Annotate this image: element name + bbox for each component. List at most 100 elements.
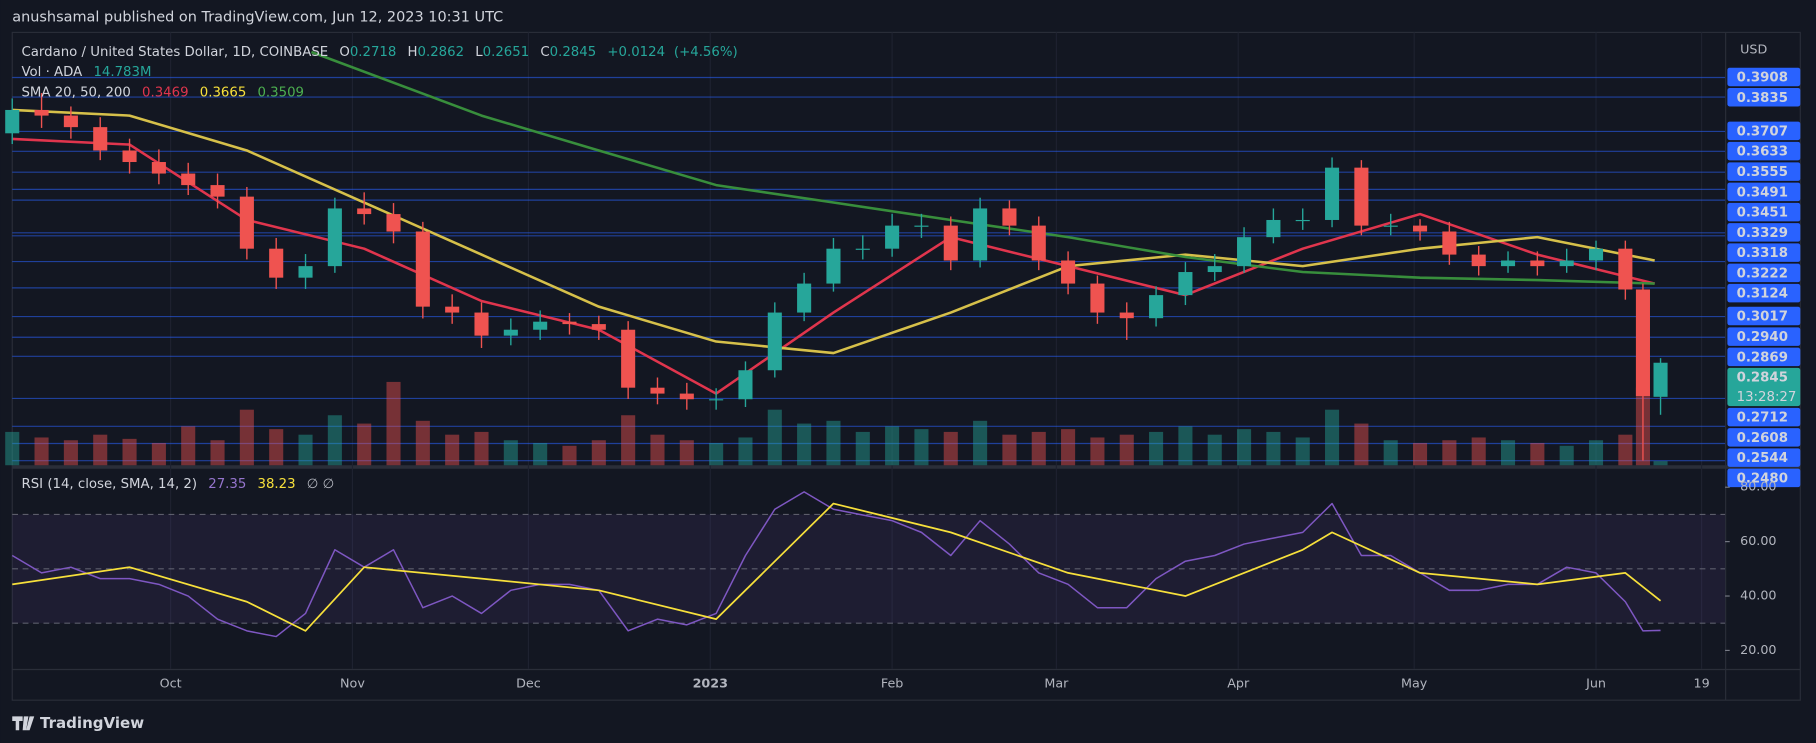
price-level-label: 0.3124	[1737, 287, 1788, 302]
candle-body	[562, 321, 577, 325]
price-level-box	[1727, 87, 1801, 107]
candle-body	[826, 248, 841, 284]
candle-body	[1653, 362, 1668, 397]
price-level-label: 0.2608	[1737, 431, 1788, 446]
candle-body	[239, 196, 254, 249]
volume-bar	[1442, 440, 1457, 466]
price-level-label: 0.3555	[1737, 165, 1788, 180]
candle-body	[1559, 260, 1574, 267]
x-tick-label: May	[1401, 676, 1428, 691]
candle-body	[709, 399, 724, 401]
volume-bar	[767, 409, 782, 466]
x-tick-label: Apr	[1227, 676, 1250, 691]
volume-bar	[386, 381, 401, 466]
sma-200-value: 0.3509	[257, 86, 304, 101]
candle-body	[93, 127, 108, 151]
candle-body	[5, 109, 20, 134]
countdown-label: 13:28:27	[1737, 390, 1797, 405]
volume-bar	[1237, 429, 1252, 466]
candle-body	[474, 312, 489, 336]
volume-bar	[1207, 434, 1222, 466]
brand-name: TradingView	[40, 714, 144, 732]
candle-body	[298, 266, 313, 278]
candle-body	[503, 329, 518, 336]
y-tick-label: 20.00	[1740, 643, 1776, 658]
candle-body	[210, 185, 225, 197]
volume-bar	[914, 429, 929, 466]
volume-bar	[738, 437, 753, 466]
candle-body	[1295, 219, 1310, 222]
volume-bar	[973, 420, 988, 466]
candle-body	[1383, 225, 1398, 227]
publisher-line: anushsamal published on TradingView.com,…	[12, 9, 503, 25]
volume-bar	[239, 409, 254, 466]
sma-legend: SMA 20, 50, 200 0.3469 0.3665 0.3509	[21, 86, 304, 101]
sma-title: SMA 20, 50, 200	[21, 86, 130, 101]
marks-layer	[5, 50, 1668, 638]
candle-body	[415, 231, 430, 307]
candle-body	[1031, 225, 1046, 261]
price-level-label: 0.3318	[1737, 246, 1788, 261]
candle-body	[767, 312, 782, 371]
price-level-box	[1727, 141, 1801, 161]
candle-body	[650, 387, 665, 394]
x-tick-label: 19	[1694, 676, 1710, 691]
volume-bar	[357, 423, 372, 466]
candle-body	[914, 225, 929, 227]
close-value: 0.2845	[550, 45, 597, 60]
candle-body	[1325, 167, 1340, 220]
volume-bar	[1588, 440, 1604, 466]
price-level-label: 0.2869	[1737, 350, 1788, 365]
x-tick-label: Jun	[1585, 676, 1606, 691]
volume-bar	[1383, 440, 1398, 466]
high-key: H	[408, 45, 418, 60]
candle-body	[1618, 248, 1633, 290]
price-level-label: 0.3835	[1737, 91, 1788, 106]
volume-bar	[34, 437, 49, 466]
grid-layer	[12, 32, 1726, 669]
axis-layer: Oct Nov Dec 2023 Feb Mar Apr May Jun 19 0.3908 0.38…	[160, 67, 1801, 691]
price-level-label: 0.2544	[1737, 451, 1788, 466]
volume-bar	[943, 431, 958, 466]
y-tick-label: 80.00	[1740, 480, 1776, 495]
rsi-sma-value: 38.23	[258, 477, 296, 492]
volume-bar	[1266, 431, 1281, 466]
volume-bar	[1090, 437, 1105, 466]
volume-bar	[1653, 461, 1668, 466]
x-tick-label: 2023	[693, 676, 728, 691]
open-value: 0.2718	[350, 45, 397, 60]
volume-bar	[151, 443, 166, 466]
x-tick-label: Dec	[516, 676, 541, 691]
price-level-box	[1727, 182, 1801, 202]
price-level-box	[1727, 448, 1801, 467]
x-tick-label: Mar	[1044, 676, 1069, 691]
high-value: 0.2862	[418, 45, 465, 60]
candle-body	[327, 208, 342, 267]
rsi-line	[11, 491, 1661, 638]
candle-body	[386, 214, 401, 232]
candle-body	[943, 225, 958, 261]
volume-bar	[1618, 434, 1633, 466]
volume-title: Vol · ADA	[21, 65, 82, 80]
volume-bar	[298, 434, 313, 466]
volume-bar	[269, 429, 284, 466]
volume-bar	[445, 434, 460, 466]
sma-50-value: 0.3665	[200, 86, 247, 101]
price-level-label: 0.3222	[1737, 266, 1788, 281]
candle-body	[63, 115, 78, 128]
volume-bar	[650, 434, 665, 466]
y-tick-label: 60.00	[1740, 534, 1776, 549]
price-level-box	[1727, 306, 1801, 326]
symbol-legend: Cardano / United States Dollar, 1D, COIN…	[21, 45, 737, 60]
candle-body	[181, 173, 196, 186]
volume-bar	[1119, 434, 1134, 466]
price-level-label: 0.3329	[1737, 226, 1788, 241]
price-level-label: 0.3017	[1737, 310, 1788, 325]
volume-bar	[5, 431, 20, 466]
volume-bar	[797, 423, 812, 466]
candle-body	[1530, 260, 1545, 267]
price-level-label: 0.3908	[1737, 71, 1788, 86]
volume-bar	[562, 445, 577, 466]
price-level-box	[1727, 202, 1801, 222]
x-tick-label: Oct	[160, 676, 182, 691]
